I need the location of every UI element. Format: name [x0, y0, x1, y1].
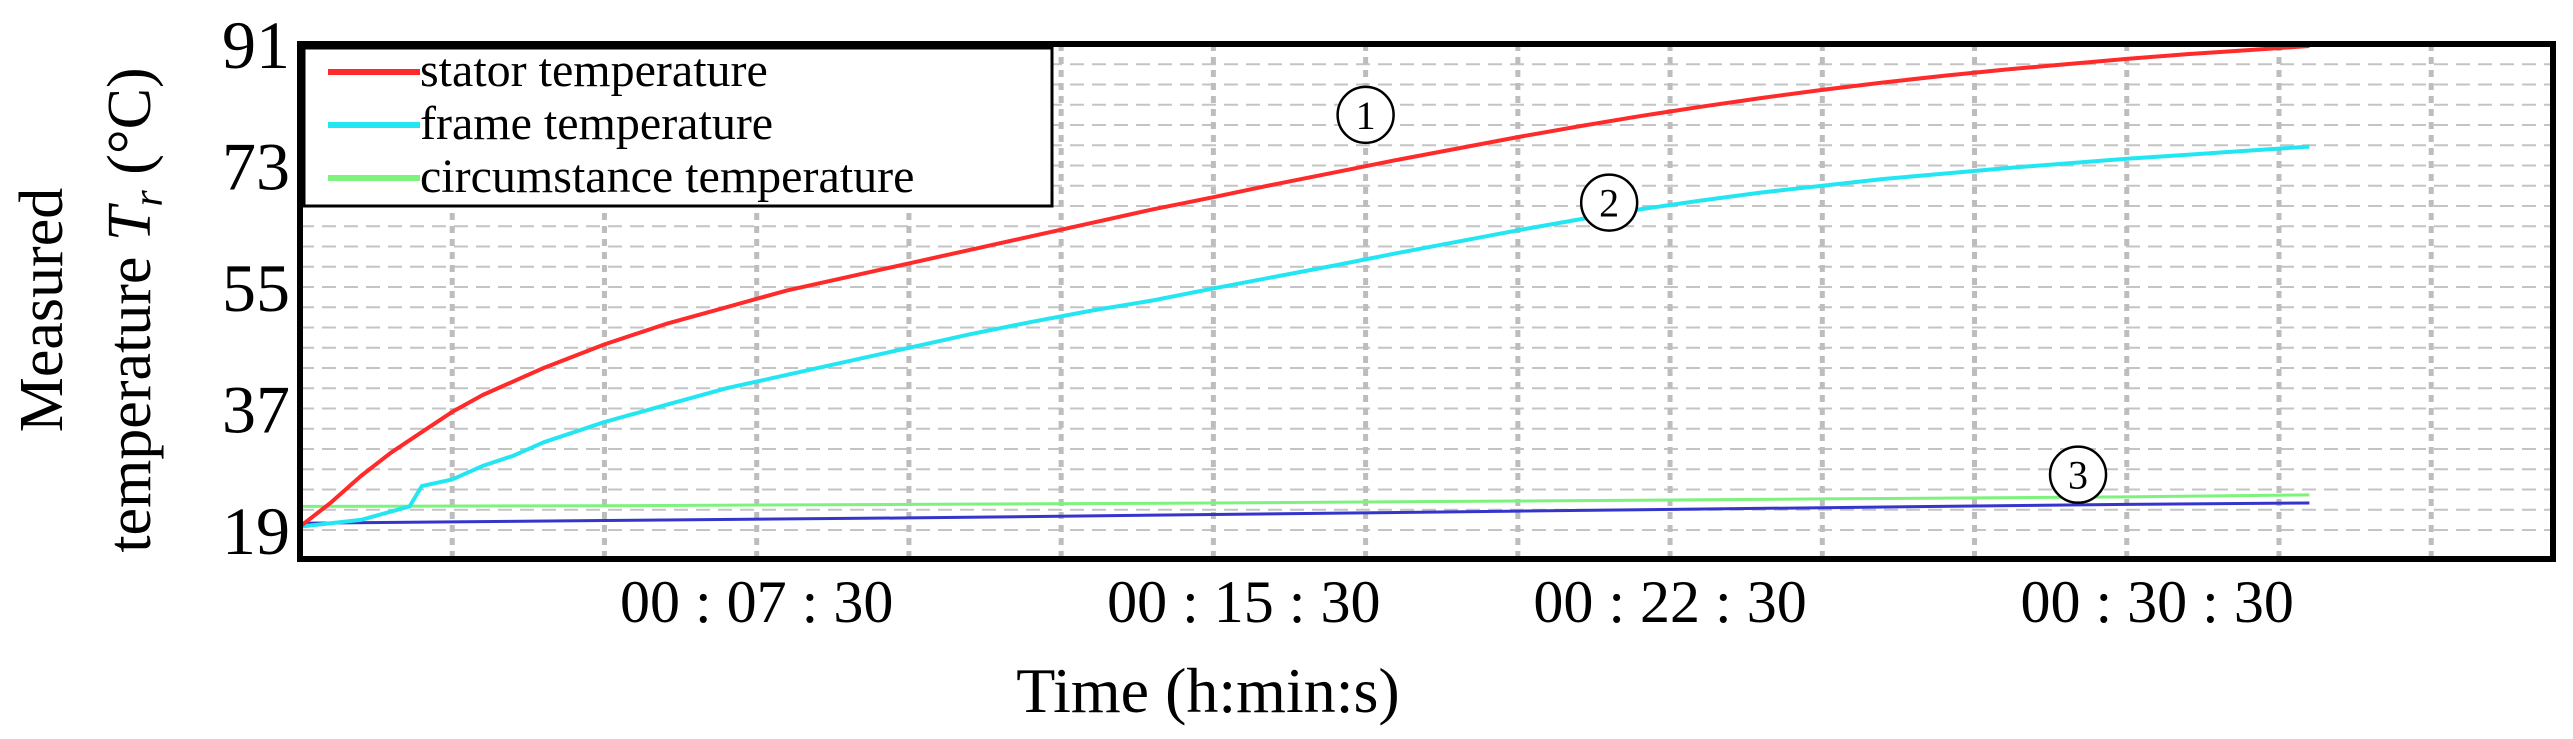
legend-label-circumstance: circumstance temperature — [420, 150, 914, 203]
x-tick-label: 00 : 15 : 30 — [1107, 569, 1380, 635]
marker-number: 3 — [2068, 453, 2088, 498]
marker-circle — [1336, 85, 1395, 145]
legend-box — [302, 46, 1054, 208]
y-tick-labels: 19 37 55 73 91 — [222, 7, 290, 569]
legend: stator temperature frame temperature cir… — [302, 44, 1054, 208]
x-tick-labels: 00 : 07 : 30 00 : 15 : 30 00 : 22 : 30 00 :… — [620, 569, 2294, 635]
annotation-layer: 1 2 3 — [1336, 85, 2108, 504]
legend-label-stator: stator temperature — [420, 44, 768, 97]
y-axis-label: Measured temperature Tr (°C) — [8, 67, 172, 552]
curve-number-marker: 2 — [1579, 173, 1639, 232]
reference-temperature-line — [299, 501, 2310, 525]
marker-number: 2 — [1599, 181, 1619, 226]
y-axis-label-subscript: r — [126, 190, 172, 207]
x-tick-label: 00 : 22 : 30 — [1533, 569, 1806, 635]
y-tick-label: 55 — [222, 250, 290, 326]
y-axis-label-symbol: T — [96, 202, 164, 241]
y-axis-label-word: temperature — [96, 241, 164, 553]
marker-circle — [1579, 173, 1639, 232]
y-axis-label-line2: temperature Tr (°C) — [96, 67, 172, 552]
x-axis-label: Time (h:min:s) — [1016, 655, 1399, 726]
frame-temperature-line — [299, 144, 2310, 529]
y-tick-label: 19 — [222, 493, 290, 569]
marker-circle — [2048, 445, 2108, 504]
y-axis-label-unit: (°C) — [96, 67, 164, 190]
plot-frame — [297, 41, 2556, 562]
y-tick-label: 37 — [222, 372, 290, 448]
x-tick-label: 00 : 30 : 30 — [2021, 569, 2294, 635]
y-tick-label: 91 — [222, 7, 290, 83]
grid-layer — [300, 44, 2553, 559]
curve-number-marker: 3 — [2048, 445, 2108, 504]
marker-number: 1 — [1356, 93, 1376, 138]
legend-label-frame: frame temperature — [420, 97, 773, 150]
y-axis-label-line1: Measured — [8, 188, 76, 432]
curve-number-marker: 1 — [1336, 85, 1395, 145]
y-tick-label: 73 — [222, 129, 290, 205]
stator-temperature-line — [298, 44, 2310, 529]
x-tick-label: 00 : 07 : 30 — [620, 569, 893, 635]
